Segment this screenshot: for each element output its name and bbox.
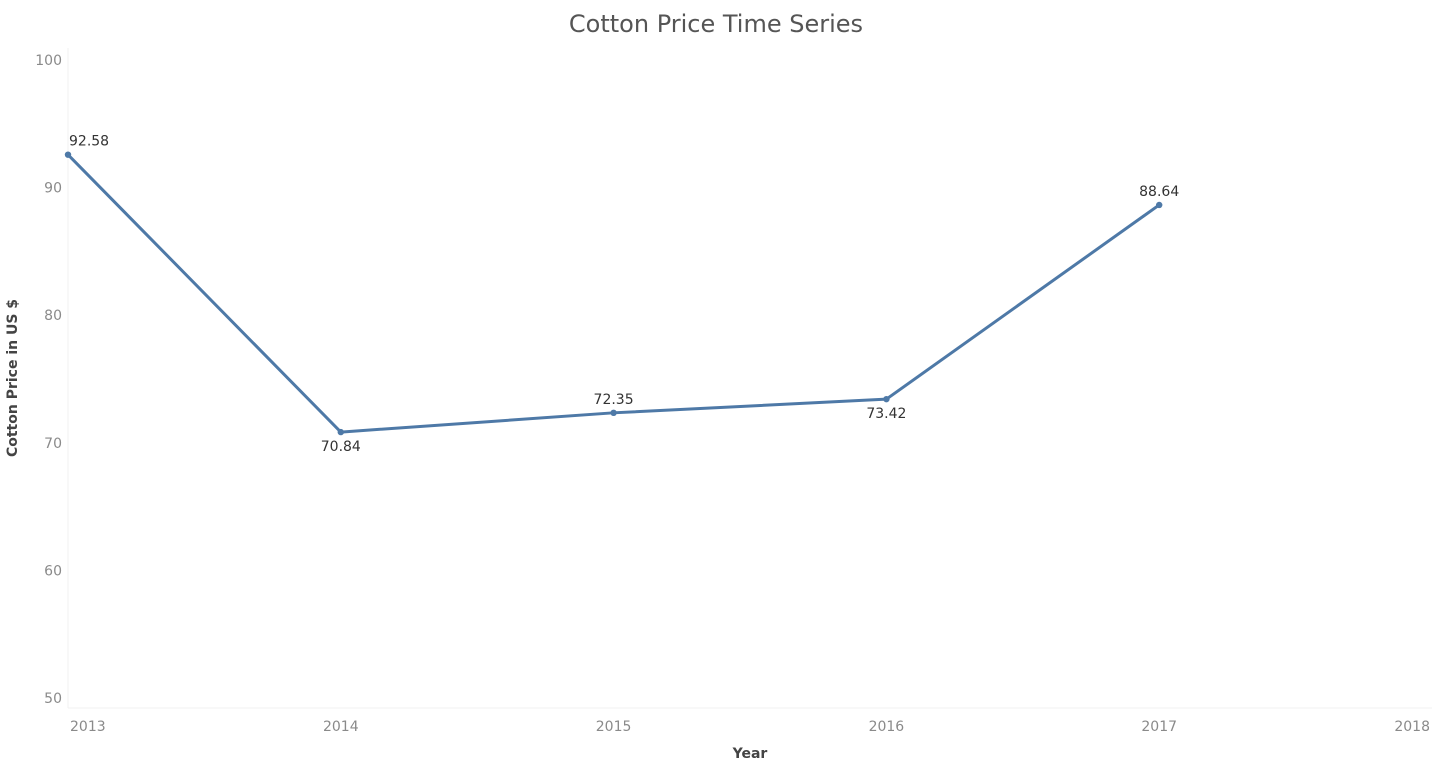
x-axis-ticks: 2013 2014 2015 2016 2017 2018 — [70, 719, 1430, 735]
x-tick-label: 2014 — [323, 719, 359, 735]
data-label: 92.58 — [69, 134, 109, 150]
y-axis-title: Cotton Price in US $ — [5, 299, 21, 457]
data-point[interactable] — [337, 428, 344, 436]
x-tick-label: 2016 — [869, 719, 905, 735]
chart-title: Cotton Price Time Series — [569, 10, 863, 38]
series-layer: 92.58 70.84 72.35 73.42 88.64 — [64, 134, 1179, 455]
y-tick-label: 50 — [44, 691, 62, 707]
x-tick-label: 2017 — [1141, 719, 1177, 735]
data-point[interactable] — [883, 395, 890, 403]
y-tick-label: 60 — [44, 563, 62, 579]
data-point[interactable] — [64, 151, 72, 158]
data-label: 88.64 — [1139, 184, 1179, 200]
data-label: 70.84 — [321, 439, 361, 455]
data-label: 72.35 — [594, 392, 634, 408]
y-tick-label: 100 — [35, 53, 62, 69]
data-point[interactable] — [610, 409, 617, 417]
y-tick-label: 90 — [44, 181, 62, 197]
x-axis-title: Year — [732, 746, 768, 762]
data-point[interactable] — [1156, 201, 1163, 209]
x-tick-label: 2018 — [1394, 719, 1430, 735]
y-tick-label: 70 — [44, 436, 62, 452]
x-tick-label: 2015 — [596, 719, 632, 735]
y-tick-label: 80 — [44, 308, 62, 324]
y-axis-ticks: 50 60 70 80 90 100 — [35, 53, 62, 707]
data-label: 73.42 — [866, 406, 906, 422]
series-line — [66, 153, 1161, 434]
x-tick-label: 2013 — [70, 719, 106, 735]
